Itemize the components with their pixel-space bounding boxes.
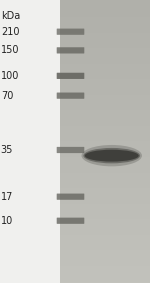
- Text: 35: 35: [1, 145, 13, 155]
- Text: 10: 10: [1, 216, 13, 226]
- Ellipse shape: [85, 150, 139, 162]
- FancyBboxPatch shape: [57, 29, 84, 35]
- Ellipse shape: [81, 145, 142, 166]
- FancyBboxPatch shape: [57, 194, 84, 200]
- FancyBboxPatch shape: [57, 147, 84, 153]
- Ellipse shape: [83, 148, 140, 163]
- Text: 17: 17: [1, 192, 13, 202]
- FancyBboxPatch shape: [57, 47, 84, 53]
- Text: 210: 210: [1, 27, 19, 37]
- Text: kDa: kDa: [1, 10, 20, 21]
- Text: 70: 70: [1, 91, 13, 101]
- Text: 100: 100: [1, 71, 19, 81]
- FancyBboxPatch shape: [57, 93, 84, 99]
- FancyBboxPatch shape: [57, 218, 84, 224]
- Bar: [60, 0, 150, 283]
- Text: 150: 150: [1, 45, 19, 55]
- FancyBboxPatch shape: [57, 73, 84, 79]
